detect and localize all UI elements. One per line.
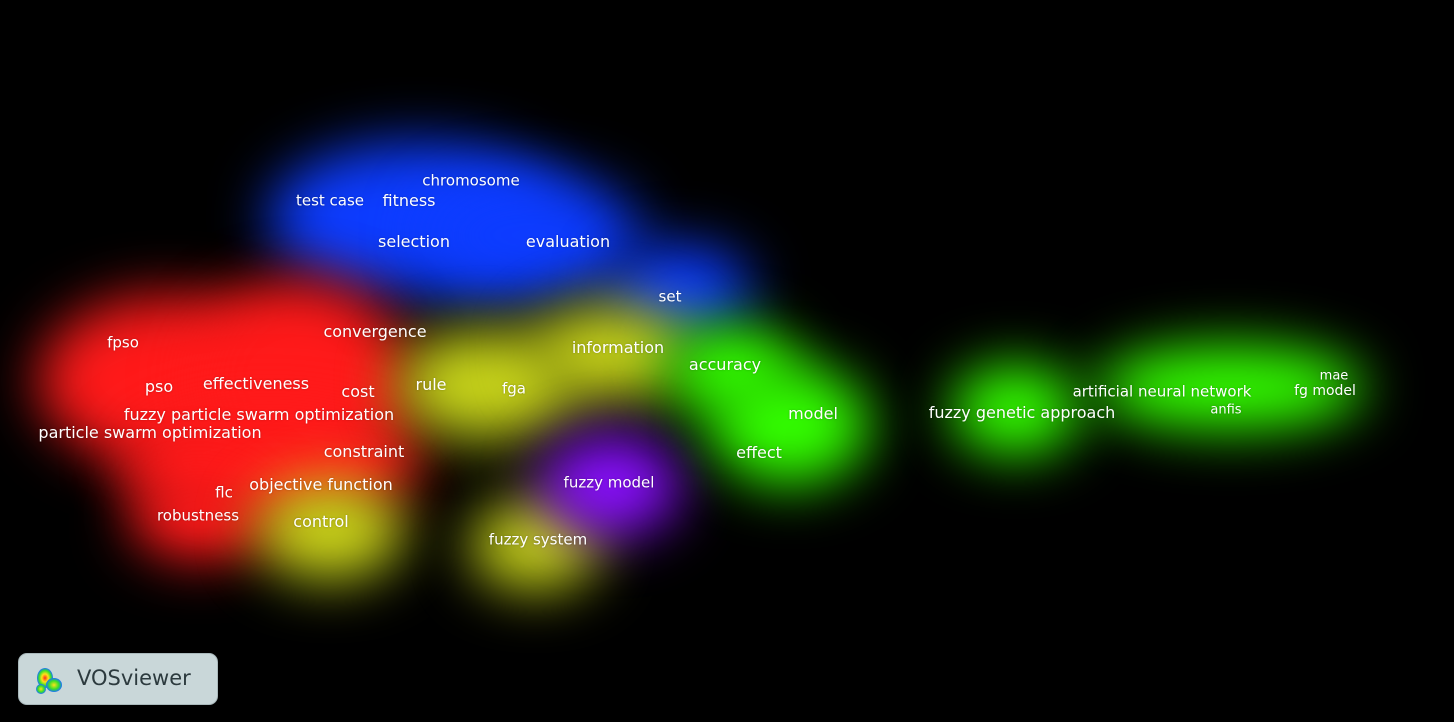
term-set[interactable]: set xyxy=(658,287,682,306)
term-mae[interactable]: mae xyxy=(1319,368,1349,384)
term-control[interactable]: control xyxy=(293,512,349,531)
term-chromosome[interactable]: chromosome xyxy=(422,171,520,190)
term-robustness[interactable]: robustness xyxy=(156,506,240,525)
term-fuzzy-genetic-approach[interactable]: fuzzy genetic approach xyxy=(928,403,1116,422)
term-pso[interactable]: pso xyxy=(144,377,174,396)
vosviewer-density-icon xyxy=(36,668,62,694)
term-artificial-neural-network[interactable]: artificial neural network xyxy=(1072,382,1252,401)
term-rule[interactable]: rule xyxy=(415,375,447,394)
vosviewer-logo-text: VOSviewer xyxy=(77,666,191,690)
term-fuzzy-particle-swarm-optimization[interactable]: fuzzy particle swarm optimization xyxy=(123,405,395,424)
term-constraint[interactable]: constraint xyxy=(323,442,405,461)
term-objective-function[interactable]: objective function xyxy=(249,475,393,494)
term-model[interactable]: model xyxy=(788,404,838,423)
term-fga[interactable]: fga xyxy=(502,379,526,398)
term-selection[interactable]: selection xyxy=(378,232,450,251)
term-effect[interactable]: effect xyxy=(736,443,782,462)
density-blob-blue xyxy=(420,175,640,295)
term-fpso[interactable]: fpso xyxy=(107,333,139,352)
term-fuzzy-system[interactable]: fuzzy system xyxy=(488,530,588,549)
term-convergence[interactable]: convergence xyxy=(323,322,427,341)
density-blob-yellow xyxy=(255,480,405,580)
term-evaluation[interactable]: evaluation xyxy=(525,232,611,251)
term-flc[interactable]: flc xyxy=(215,483,233,502)
term-information[interactable]: information xyxy=(571,338,665,357)
density-blob-yellow xyxy=(530,305,690,400)
term-fuzzy-model[interactable]: fuzzy model xyxy=(563,473,655,492)
density-blob-green xyxy=(1095,345,1365,430)
term-cost[interactable]: cost xyxy=(341,382,375,401)
vosviewer-logo: VOSviewer xyxy=(18,653,218,705)
density-blob-green xyxy=(950,365,1080,455)
term-effectiveness[interactable]: effectiveness xyxy=(202,374,310,393)
density-blob-purple xyxy=(540,435,680,535)
term-test-case[interactable]: test case xyxy=(295,191,365,210)
term-particle-swarm-optimization[interactable]: particle swarm optimization xyxy=(38,423,262,442)
term-fg-model[interactable]: fg model xyxy=(1294,383,1356,399)
term-accuracy[interactable]: accuracy xyxy=(688,355,762,374)
density-blob-green xyxy=(710,365,870,485)
density-blob-red xyxy=(130,470,270,560)
term-fitness[interactable]: fitness xyxy=(382,191,436,210)
term-anfis[interactable]: anfis xyxy=(1210,402,1242,418)
